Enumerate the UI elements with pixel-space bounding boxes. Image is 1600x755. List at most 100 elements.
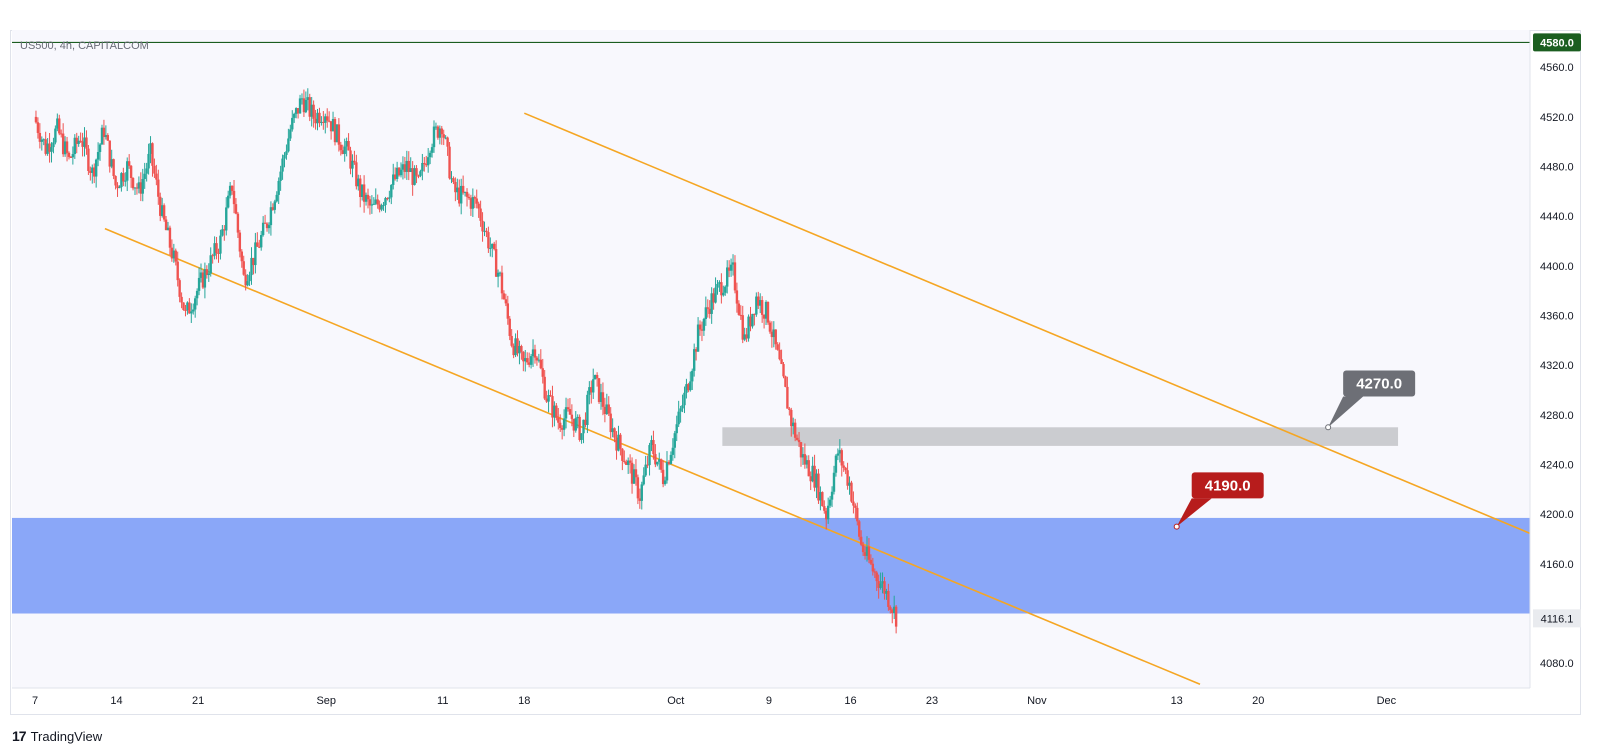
candle-body: [306, 97, 310, 101]
candle-body: [646, 464, 649, 466]
candle-body: [166, 227, 170, 231]
candle-body: [314, 118, 317, 124]
candle-body: [611, 428, 614, 433]
callout-label: 4190.0: [1205, 477, 1251, 494]
candle-body: [269, 207, 273, 226]
brand-name: TradingView: [30, 728, 103, 744]
candle-body: [692, 349, 696, 371]
candle-body: [522, 351, 525, 362]
candle-body: [417, 175, 420, 177]
candle-body: [595, 374, 599, 379]
candle-body: [277, 180, 280, 195]
candle-body: [265, 223, 269, 229]
x-tick-label: 18: [518, 695, 530, 707]
candle-body: [562, 418, 566, 430]
candle-body: [228, 185, 232, 196]
candle-body: [347, 141, 350, 151]
candle-body: [190, 311, 193, 314]
candle-body: [244, 274, 247, 286]
candle-body: [407, 160, 410, 172]
candle-body: [586, 394, 589, 425]
candle-body: [735, 290, 739, 304]
candle-body: [456, 187, 459, 193]
candle-body: [795, 437, 799, 440]
candle-body: [605, 404, 609, 415]
candle-body: [726, 267, 729, 287]
candle-body: [94, 159, 98, 177]
x-tick-label: 20: [1252, 695, 1264, 707]
candle-body: [384, 198, 387, 206]
candle-body: [500, 272, 504, 294]
candle-body: [792, 422, 795, 427]
candle-body: [681, 405, 684, 409]
candle-body: [100, 127, 104, 145]
candle-body: [687, 384, 690, 391]
candle-body: [44, 139, 47, 154]
top-level-tag: [1533, 33, 1581, 52]
candle-body: [724, 286, 727, 293]
tradingview-brand[interactable]: 17 TradingView: [12, 728, 102, 744]
candle-body: [114, 176, 117, 186]
candle-body: [258, 246, 261, 248]
candle-body: [502, 293, 506, 300]
candle-body: [677, 411, 680, 425]
candle-body: [543, 376, 546, 399]
candle-body: [465, 191, 469, 197]
candle-body: [426, 157, 430, 166]
candle-body: [333, 119, 337, 143]
candle-body: [879, 583, 882, 588]
candle-body: [691, 370, 694, 382]
candle-body: [700, 329, 704, 331]
candle-body: [665, 461, 669, 481]
x-tick-label: Sep: [316, 695, 336, 707]
candle-body: [731, 262, 735, 265]
candle-body: [733, 262, 737, 291]
candle-body: [316, 112, 319, 124]
candle-body: [164, 219, 168, 231]
candle-body: [193, 298, 197, 310]
candle-body: [50, 147, 53, 152]
candle-body: [279, 171, 282, 181]
candle-body: [112, 159, 115, 177]
candle-body: [582, 419, 585, 434]
candle-body: [504, 299, 508, 304]
candle-body: [174, 250, 177, 262]
candle-body: [716, 283, 719, 288]
candle-body: [553, 405, 556, 418]
candle-body: [588, 387, 591, 395]
candle-body: [67, 152, 71, 157]
candle-body: [298, 98, 302, 114]
candle-body: [848, 482, 851, 486]
candle-body: [360, 184, 364, 197]
y-tick-label: 4480.0: [1540, 162, 1574, 174]
candle-body: [774, 329, 777, 345]
candle-body: [702, 319, 706, 331]
last-price-tag: [1533, 609, 1581, 628]
candle-body: [762, 314, 766, 319]
callout-anchor-dot: [1173, 523, 1180, 530]
candle-body: [339, 144, 343, 151]
candle-body: [421, 162, 424, 172]
channel-upper-line: [523, 112, 1530, 535]
candle-body: [135, 187, 139, 189]
candle-body: [749, 316, 752, 327]
candle-body: [891, 609, 894, 613]
candle-body: [294, 108, 298, 114]
candle-body: [770, 331, 774, 338]
candle-body: [615, 437, 618, 451]
candle-body: [448, 146, 451, 179]
candle-body: [572, 418, 576, 431]
candle-body: [625, 461, 628, 465]
candle-body: [388, 197, 391, 199]
candle-body: [626, 460, 630, 465]
candle-body: [661, 469, 665, 485]
candle-body: [708, 308, 711, 314]
candle-body: [271, 207, 275, 210]
candle-body: [219, 235, 222, 254]
candle-body: [854, 505, 857, 508]
candle-body: [759, 300, 762, 306]
candle-body: [871, 563, 875, 572]
candle-body: [69, 156, 73, 158]
candle-body: [531, 349, 535, 357]
